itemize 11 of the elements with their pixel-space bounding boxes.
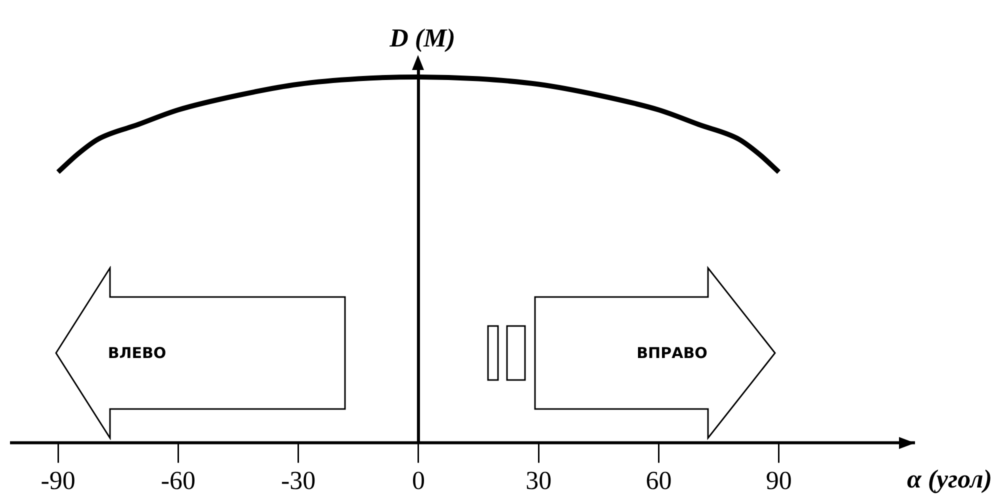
x-tick-label: 90 [766, 466, 792, 496]
x-tick-label: -90 [40, 466, 76, 496]
annotation: ВЛЕВО [108, 344, 166, 362]
annotation: ВПРАВО [636, 344, 708, 362]
x-axis-title: α (угол) [906, 464, 992, 494]
x-tick-label: -30 [280, 466, 316, 496]
y-axis-title: D (M) [388, 24, 456, 53]
x-tick-label: 60 [646, 466, 672, 496]
x-tick-label: 30 [526, 466, 552, 496]
x-tick-label: 0 [412, 466, 425, 496]
x-tick-label: -60 [160, 466, 196, 496]
